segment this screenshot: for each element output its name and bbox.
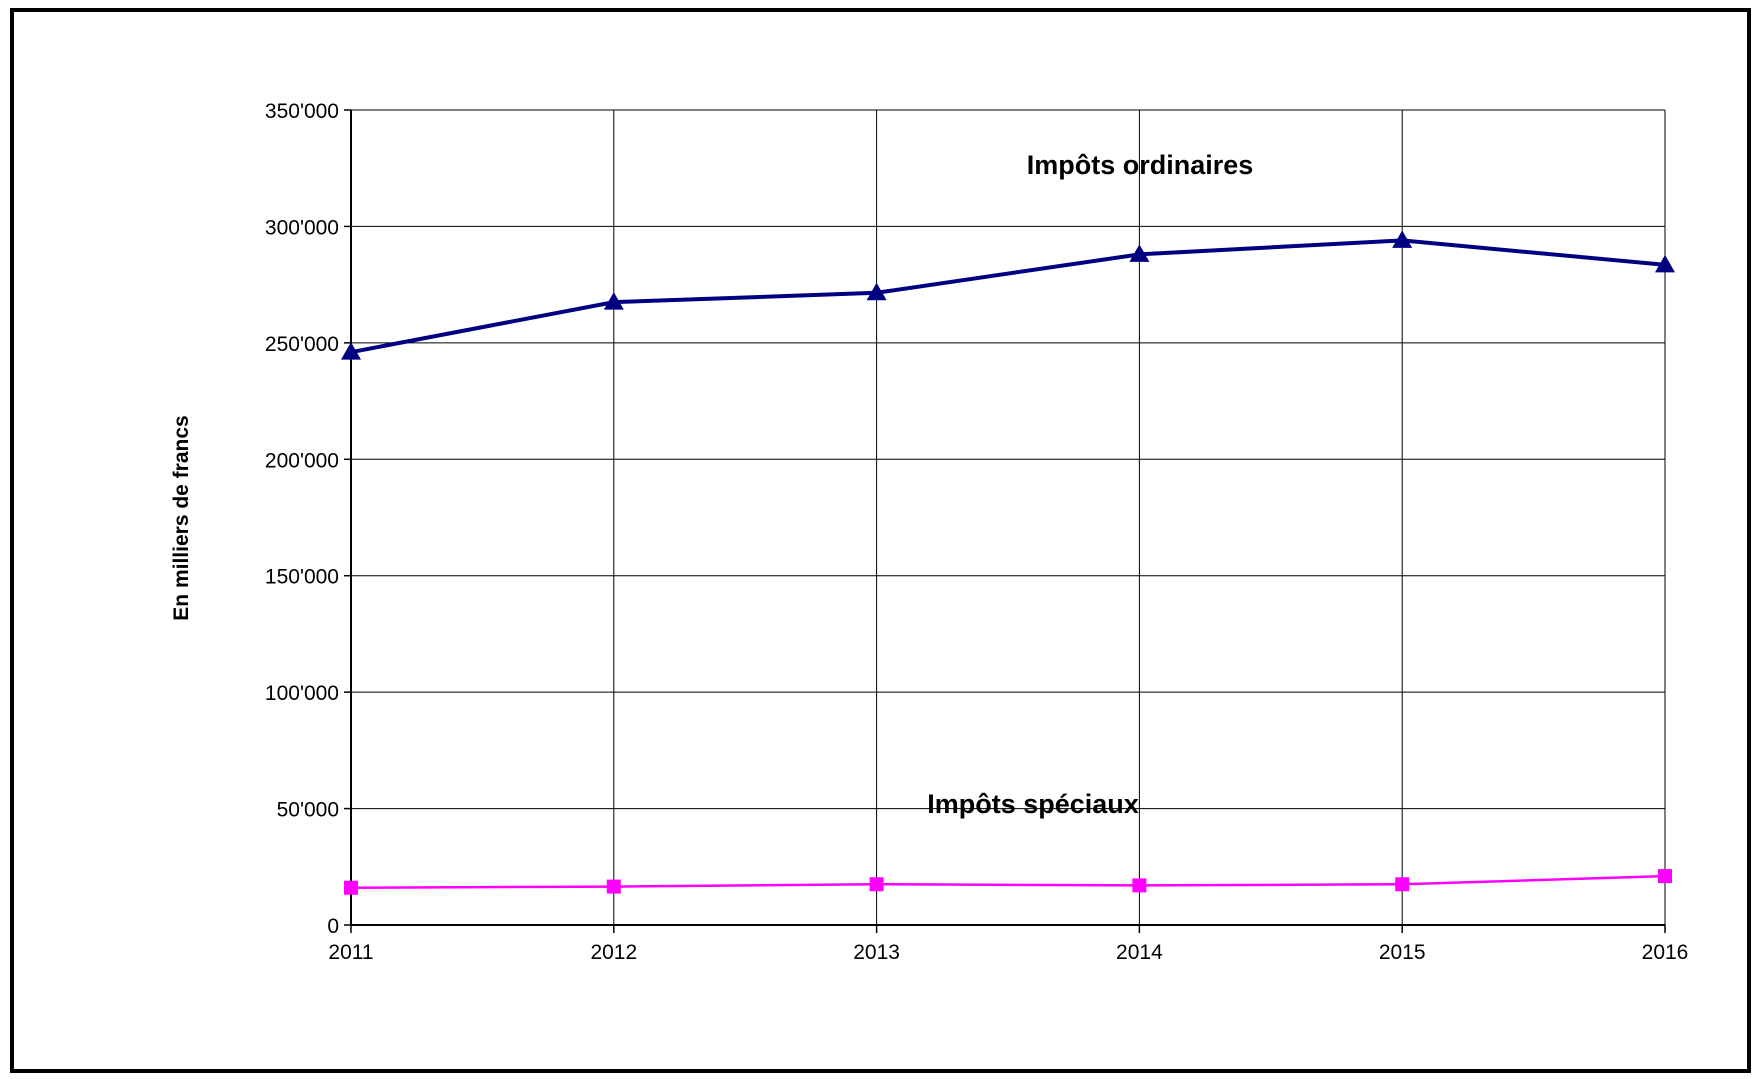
chart-frame <box>10 8 1751 1073</box>
data-point-impots-speciaux <box>1658 869 1672 884</box>
series-group <box>341 230 1675 895</box>
data-point-impots-speciaux <box>1395 877 1410 892</box>
y-tick-label: 300'000 <box>265 216 339 239</box>
series-line-impots-speciaux <box>350 874 1666 889</box>
y-tick-label: 250'000 <box>265 333 339 356</box>
data-point-impots-ordinaires <box>1392 230 1413 248</box>
data-point-impots-ordinaires <box>341 342 361 360</box>
x-tick-label: 2014 <box>1116 941 1163 964</box>
series-label-impots-speciaux: Impôts spéciaux <box>927 789 1139 819</box>
x-tick-label: 2013 <box>853 941 900 964</box>
x-tick-label: 2012 <box>590 941 637 964</box>
data-point-impots-ordinaires <box>603 292 624 310</box>
y-axis-label: En milliers de francs <box>170 415 193 620</box>
y-tick-label: 0 <box>327 915 339 938</box>
y-tick-label: 150'000 <box>265 566 339 589</box>
data-point-impots-speciaux <box>344 880 358 895</box>
y-tick-label: 200'000 <box>265 449 339 472</box>
axes <box>344 109 1666 933</box>
y-tick-label: 350'000 <box>265 100 339 123</box>
x-tick-label: 2011 <box>328 941 373 964</box>
data-point-impots-ordinaires <box>1655 254 1675 273</box>
data-point-impots-ordinaires <box>1129 244 1150 262</box>
x-tick-labels: 2011 2012 2013 2014 2015 2016 <box>328 941 1688 964</box>
y-tick-labels: 0 50'000 100'000 150'000 200'000 250'000 300'0… <box>265 100 339 938</box>
y-tick-label: 50'000 <box>277 799 339 822</box>
data-point-impots-ordinaires <box>866 282 887 301</box>
y-tick-label: 100'000 <box>265 682 339 705</box>
series-label-impots-ordinaires: Impôts ordinaires <box>1027 150 1254 180</box>
x-tick-label: 2016 <box>1642 941 1689 964</box>
series-line-impots-ordinaires <box>350 238 1666 355</box>
data-point-impots-speciaux <box>1132 878 1147 893</box>
data-point-impots-speciaux <box>606 879 621 894</box>
data-point-impots-speciaux <box>869 877 884 892</box>
x-tick-label: 2015 <box>1379 941 1426 964</box>
